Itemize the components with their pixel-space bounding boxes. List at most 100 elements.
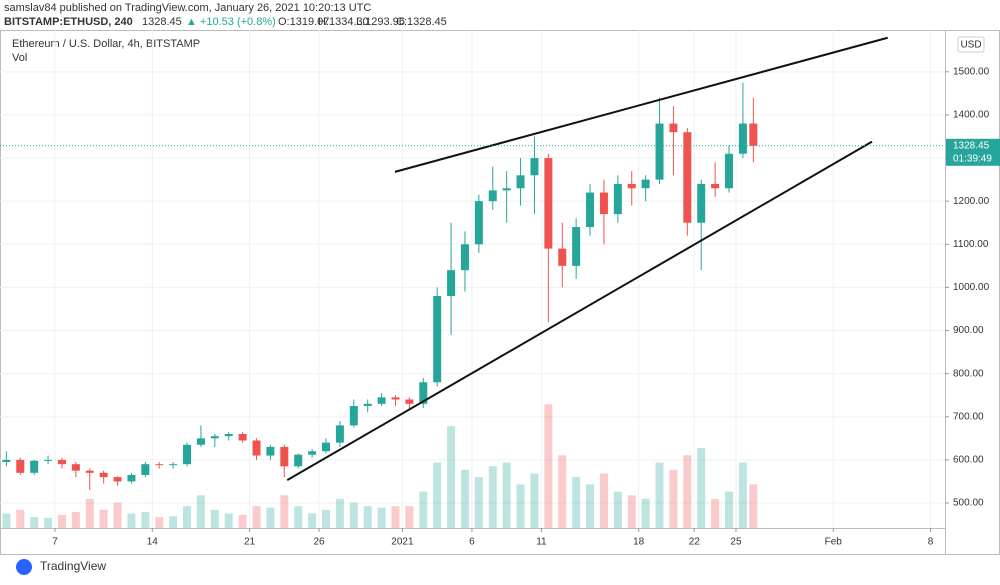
volume-bar [57, 514, 66, 528]
volume-bar [405, 506, 414, 528]
volume-bar [711, 498, 720, 528]
volume-bar [544, 404, 553, 528]
header: samslav84 published on TradingView.com, … [4, 2, 447, 28]
currency: USD [960, 40, 981, 51]
candle-body [655, 123, 664, 180]
volume-bar [474, 477, 483, 528]
candle-body [697, 183, 706, 223]
volume-bar [627, 495, 636, 528]
y-tick-label: 1400.00 [953, 110, 990, 121]
candle-body [266, 446, 275, 456]
change: ▲ +10.53 (+0.8%) [186, 16, 276, 28]
volume-bar [44, 517, 53, 528]
last-price-label: 1328.45 [953, 140, 990, 151]
x-tick-label: 18 [633, 537, 645, 548]
candle-body [641, 179, 650, 189]
volume-bar [196, 495, 205, 528]
candle-body [322, 442, 331, 452]
volume-bar [85, 498, 94, 528]
volume-bar [460, 469, 469, 528]
volume-bar [308, 513, 317, 528]
candle-body [474, 201, 483, 245]
candle-body [749, 123, 758, 146]
candle-body [460, 244, 469, 271]
footer: TradingView [40, 559, 106, 573]
open: O:1319.07 [278, 16, 329, 28]
y-tick-label: 1000.00 [953, 282, 990, 293]
volume-bar [71, 512, 80, 528]
countdown: 01:39:49 [953, 153, 992, 164]
volume-bar [16, 509, 25, 528]
x-tick-label: 6 [469, 537, 475, 548]
candle-body [210, 436, 219, 439]
x-tick-label: 7 [52, 537, 58, 548]
candle-body [294, 454, 303, 467]
candle-body [544, 158, 553, 249]
candle-body [238, 434, 247, 441]
volume-label: Vol [12, 52, 27, 64]
volume-bar [725, 491, 734, 528]
candle-body [683, 132, 692, 223]
candle-body [71, 464, 80, 471]
volume-bar [280, 495, 289, 528]
volume-bar [502, 462, 511, 528]
candle-body [224, 434, 233, 437]
candle-body [335, 425, 344, 443]
x-tick-label: 14 [147, 537, 159, 548]
y-tick-label: 900.00 [953, 325, 984, 336]
candle-body [738, 123, 747, 154]
volume-bar [238, 514, 247, 528]
y-tick-label: 500.00 [953, 498, 984, 509]
y-tick-label: 1100.00 [953, 239, 989, 250]
volume-bar [99, 509, 108, 528]
currency-box[interactable] [957, 36, 985, 53]
candle-body [85, 470, 94, 473]
volume-bar [155, 517, 164, 528]
x-tick-label: 26 [313, 537, 325, 548]
volume-bar [433, 462, 442, 528]
volume-bar [2, 513, 11, 528]
y-tick-label: 1200.00 [953, 196, 990, 207]
candle-body [155, 464, 164, 466]
x-tick-label: 11 [536, 537, 547, 548]
volume-bar [613, 491, 622, 528]
candle-body [725, 153, 734, 189]
trendlines [286, 36, 888, 482]
symbol: BITSTAMP:ETHUSD, 240 [4, 16, 133, 28]
volume-bar [447, 426, 456, 528]
candle-body [363, 403, 372, 406]
candles [2, 82, 758, 491]
volume-bar [322, 509, 331, 528]
volume-bar [349, 502, 358, 528]
volume-bar [363, 506, 372, 528]
volume-bar [391, 506, 400, 528]
candle-body [586, 192, 595, 228]
candle-body [419, 382, 428, 404]
candle-body [113, 477, 122, 482]
candle-body [196, 438, 205, 445]
volume-bar [558, 455, 567, 528]
volume-bar [516, 484, 525, 528]
y-tick-label: 600.00 [953, 455, 984, 466]
volume-bar [335, 498, 344, 528]
chart-title: Ethereum / U.S. Dollar, 4h, BITSTAMP [12, 38, 200, 50]
volume-bar [377, 507, 386, 528]
candle-body [349, 405, 358, 426]
candle-body [572, 227, 581, 266]
candle-body [627, 183, 636, 189]
trendline [394, 36, 888, 173]
x-tick-label: 22 [689, 537, 701, 548]
candle-body [280, 446, 289, 467]
volume-bar [683, 455, 692, 528]
y-tick-label: 800.00 [953, 368, 984, 379]
axes: 500.00600.00700.00800.00900.001000.00110… [0, 66, 1000, 548]
volume-bar [113, 502, 122, 528]
volume-bar [183, 506, 192, 528]
volume-bar [30, 517, 39, 528]
candle-body [127, 474, 136, 482]
trendline [286, 140, 873, 482]
candle-body [447, 270, 456, 297]
grid [0, 30, 945, 528]
